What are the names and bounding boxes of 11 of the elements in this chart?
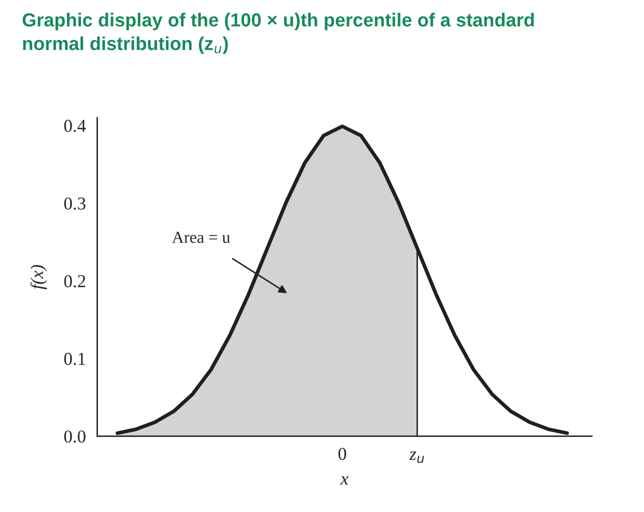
annotation: Area = u (172, 232, 230, 243)
y-tick-label: 0.1 (64, 352, 86, 366)
y-tick-label: 0.2 (64, 275, 86, 288)
y-axis-title: f(x) (30, 265, 47, 290)
y-tick-label: 0.4 (64, 120, 86, 132)
x-axis-title: x (340, 476, 348, 485)
y-tick-label: 0.3 (64, 197, 86, 210)
x-tick-label: 0 (338, 448, 346, 460)
chart-title: Graphic display of the (100 × u)th percentile of a standard normal distribution (z$_{u}$) (22, 12, 534, 54)
y-tick-label: 0.0 (64, 430, 86, 443)
x-tick-label: z$_{u}$ (409, 452, 424, 463)
